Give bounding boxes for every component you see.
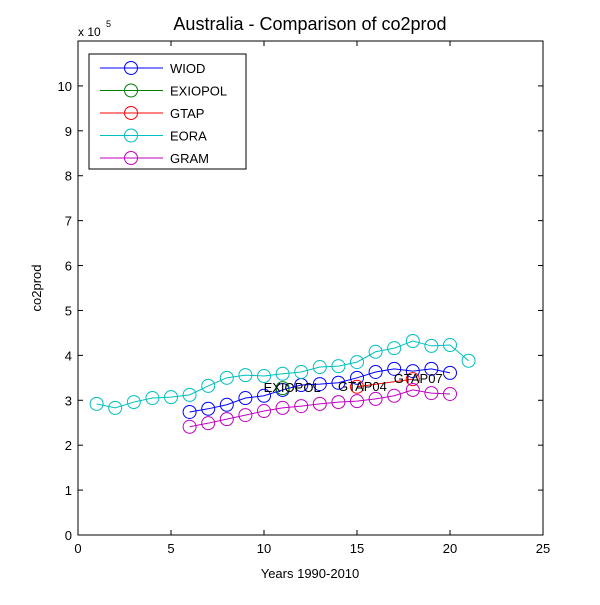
legend-label: GTAP [170,106,204,121]
x-tick-label: 25 [536,541,550,556]
data-point [443,386,457,401]
y-tick-label: 4 [65,348,72,363]
data-point [182,419,197,434]
data-point [89,396,104,411]
data-point [201,401,216,416]
y-tick-label: 8 [65,169,72,184]
data-point [331,375,346,390]
y-tick-label: 2 [65,438,72,453]
series-gtap [350,372,420,394]
data-point [145,391,160,406]
series-eora [89,333,476,415]
legend-label: EORA [170,129,207,144]
data-point [201,416,216,431]
annotation: EXIOPOL [264,380,321,395]
data-point [405,382,420,397]
legend: WIOD EXIOPOL GTAP EORA GRAM [88,53,247,170]
data-point [312,396,327,411]
legend-marker [124,61,138,75]
data-point [331,395,346,410]
data-point [443,365,457,380]
legend-label: EXIOPOL [170,84,227,99]
data-point [108,400,123,415]
annotation: GTAP04 [338,379,387,394]
data-point [238,391,253,406]
y-tick-label: 9 [65,124,72,139]
x-tick-label: 0 [74,541,81,556]
data-point [350,370,364,385]
data-point [275,400,290,415]
data-point [294,399,309,414]
data-point [424,338,439,353]
data-point [182,387,197,402]
data-point [126,395,141,410]
data-point [443,338,457,353]
y-tick-label: 5 [65,303,72,318]
legend-marker [124,151,138,165]
x-tick-label: 5 [167,541,174,556]
data-point [257,388,271,403]
data-point [387,388,402,403]
data-point [312,360,327,375]
chart-title: Australia - Comparison of co2prod [173,14,446,34]
data-point [350,394,364,409]
data-point [331,359,346,374]
data-point [387,341,402,356]
data-point [219,370,234,385]
legend-marker [124,128,138,143]
y-tick-label: 10 [58,79,72,94]
y-tick-label: 0 [65,528,72,543]
data-point [312,377,327,392]
x-axis-label: Years 1990-2010 [261,566,360,581]
legend-marker [124,83,138,98]
data-point [387,361,402,376]
x-tick-label: 20 [443,541,457,556]
y-axis-label: co2prod [29,265,44,312]
data-point [368,364,383,379]
legend-label: WIOD [170,61,205,76]
series-gram [182,382,457,434]
legend-marker [124,106,138,120]
series-wiod [182,361,457,419]
y-tick-label: 7 [65,214,72,229]
x-tick-label: 15 [350,541,364,556]
data-point [182,404,197,419]
data-point [219,397,234,412]
data-point [350,379,364,394]
data-point [201,378,216,393]
y-tick-label: 1 [65,483,72,498]
series-exiopol [275,381,290,396]
data-point [368,391,383,406]
data-point [294,364,309,379]
y-tick-label: 6 [65,259,72,274]
data-point [257,404,271,419]
data-point [424,361,439,376]
y-multiplier-exponent: 5 [106,19,111,29]
annotation: GTAP07 [394,371,443,386]
data-point [275,381,290,396]
data-point [350,355,364,370]
data-point [219,412,234,427]
y-tick-label: 3 [65,393,72,408]
series-line [356,378,413,388]
data-point [238,368,253,383]
legend-box [88,53,247,170]
legend-label: GRAM [170,151,209,166]
data-point [424,386,439,401]
data-point [368,344,383,359]
data-point [405,333,420,348]
data-point [257,369,271,384]
y-multiplier: x 10 [78,25,101,39]
data-point [164,390,178,405]
data-point [405,364,420,379]
data-point [275,366,290,381]
data-point [405,372,420,387]
data-point [461,353,476,368]
data-point [238,408,253,423]
x-tick-label: 10 [257,541,271,556]
